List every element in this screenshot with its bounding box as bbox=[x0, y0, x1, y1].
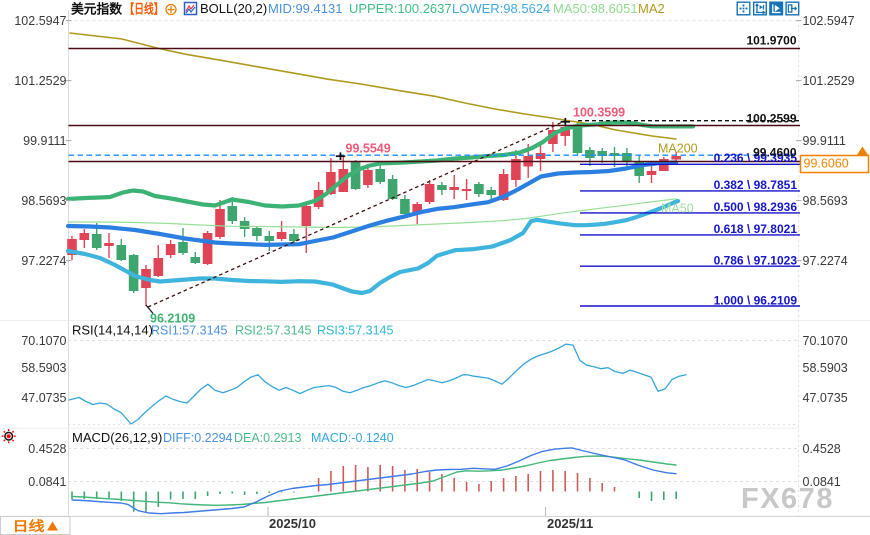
svg-text:FX678: FX678 bbox=[741, 483, 834, 515]
svg-text:RSI2:57.3145: RSI2:57.3145 bbox=[235, 324, 311, 338]
svg-text:101.2529: 101.2529 bbox=[803, 74, 855, 88]
svg-text:58.5903: 58.5903 bbox=[803, 361, 848, 375]
svg-text:99.4600: 99.4600 bbox=[753, 146, 797, 160]
svg-text:UPPER:100.2637: UPPER:100.2637 bbox=[349, 1, 452, 16]
svg-text:【日线】: 【日线】 bbox=[125, 2, 164, 17]
svg-text:MA2: MA2 bbox=[638, 1, 665, 16]
svg-text:99.5549: 99.5549 bbox=[346, 142, 391, 156]
svg-text:RSI1:57.3145: RSI1:57.3145 bbox=[151, 324, 227, 338]
svg-text:日线: 日线 bbox=[13, 518, 46, 534]
svg-text:97.2274: 97.2274 bbox=[21, 254, 66, 268]
svg-text:1.000 \ 96.2109: 1.000 \ 96.2109 bbox=[714, 294, 798, 308]
svg-text:MACD:-0.1240: MACD:-0.1240 bbox=[311, 431, 394, 445]
svg-text:DEA:0.2913: DEA:0.2913 bbox=[234, 431, 301, 445]
svg-text:102.5947: 102.5947 bbox=[14, 14, 66, 28]
svg-text:47.0735: 47.0735 bbox=[803, 391, 848, 405]
svg-text:0.4528: 0.4528 bbox=[28, 442, 66, 456]
svg-text:101.9700: 101.9700 bbox=[746, 34, 796, 48]
svg-text:99.9111: 99.9111 bbox=[23, 134, 66, 148]
svg-text:100.2599: 100.2599 bbox=[746, 112, 796, 126]
svg-text:98.5693: 98.5693 bbox=[21, 194, 66, 208]
svg-text:0.4528: 0.4528 bbox=[803, 442, 841, 456]
svg-text:2025/11: 2025/11 bbox=[547, 516, 593, 531]
svg-text:MID:99.4131: MID:99.4131 bbox=[268, 1, 342, 16]
svg-text:2025/10: 2025/10 bbox=[269, 516, 316, 531]
svg-text:0.786 \ 97.1023: 0.786 \ 97.1023 bbox=[714, 254, 798, 268]
svg-text:0.618 \ 97.8021: 0.618 \ 97.8021 bbox=[714, 222, 798, 236]
svg-text:97.2274: 97.2274 bbox=[803, 254, 848, 268]
svg-text:0.0841: 0.0841 bbox=[803, 475, 841, 489]
svg-text:58.5903: 58.5903 bbox=[21, 361, 66, 375]
svg-text:101.2529: 101.2529 bbox=[14, 74, 66, 88]
svg-text:0.500 \ 98.2936: 0.500 \ 98.2936 bbox=[714, 200, 798, 214]
svg-text:DIFF:0.2294: DIFF:0.2294 bbox=[163, 431, 233, 445]
svg-text:70.1070: 70.1070 bbox=[803, 334, 848, 348]
svg-text:70.1070: 70.1070 bbox=[21, 334, 66, 348]
svg-text:102.5947: 102.5947 bbox=[803, 14, 855, 28]
svg-text:MACD(26,12,9): MACD(26,12,9) bbox=[72, 430, 162, 445]
svg-text:RSI(14,14,14): RSI(14,14,14) bbox=[72, 323, 153, 338]
svg-text:0.382 \ 98.7851: 0.382 \ 98.7851 bbox=[714, 178, 798, 192]
svg-text:96.2109: 96.2109 bbox=[150, 312, 195, 326]
svg-text:RSI3:57.3145: RSI3:57.3145 bbox=[317, 324, 393, 338]
svg-text:美元指数: 美元指数 bbox=[71, 2, 123, 17]
svg-text:MA50:98.6051: MA50:98.6051 bbox=[553, 1, 638, 16]
svg-text:98.5693: 98.5693 bbox=[803, 194, 848, 208]
svg-text:99.9111: 99.9111 bbox=[803, 134, 846, 148]
svg-text:MA200: MA200 bbox=[658, 142, 698, 156]
svg-text:100.3599: 100.3599 bbox=[573, 106, 625, 120]
svg-text:BOLL(20,2): BOLL(20,2) bbox=[200, 1, 267, 16]
svg-text:0.236 \ 99.3935: 0.236 \ 99.3935 bbox=[714, 151, 798, 165]
svg-text:MA50: MA50 bbox=[661, 202, 694, 216]
svg-text:99.6060: 99.6060 bbox=[804, 157, 849, 171]
svg-text:0.0841: 0.0841 bbox=[28, 475, 66, 489]
svg-text:LOWER:98.5624: LOWER:98.5624 bbox=[452, 1, 550, 16]
svg-text:47.0735: 47.0735 bbox=[21, 391, 66, 405]
